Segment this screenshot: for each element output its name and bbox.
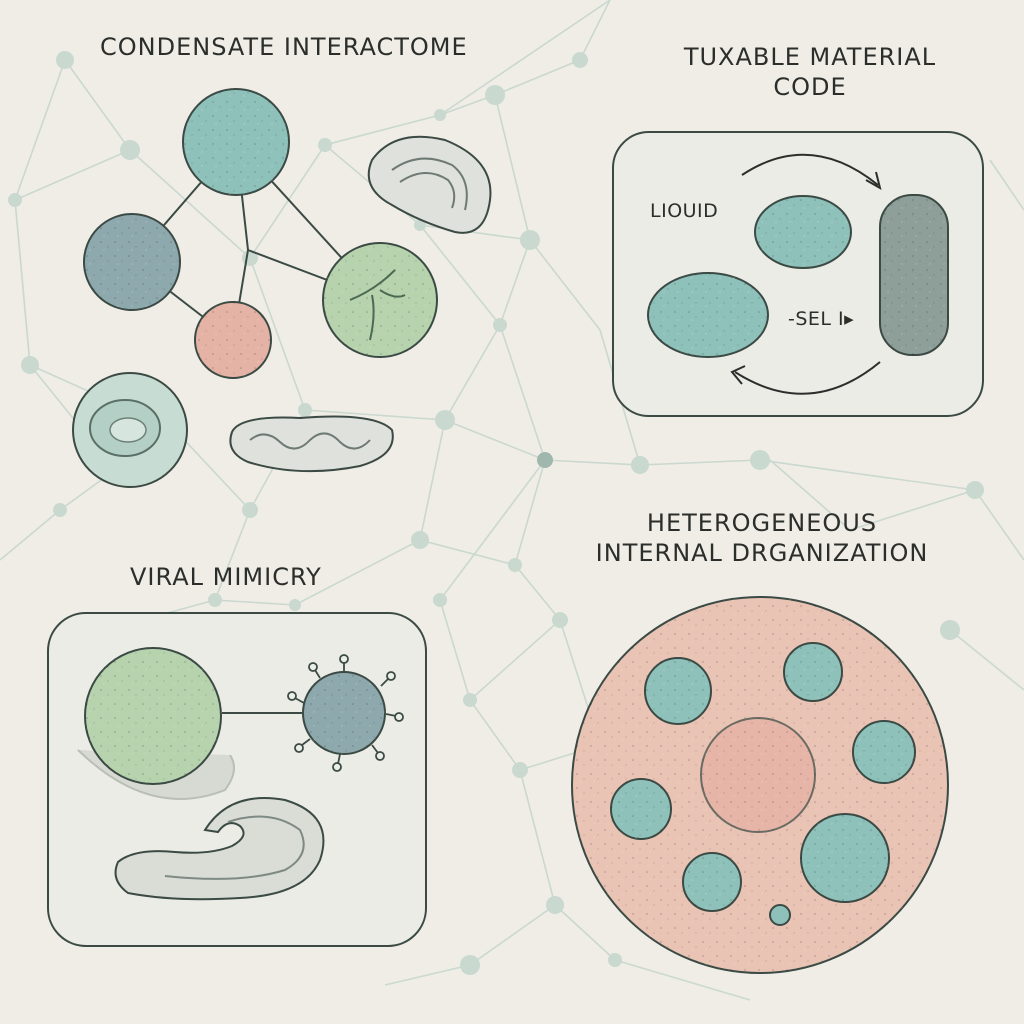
heterogeneous-organization-title: HETEROGENEOUS INTERNAL DRGANIZATION xyxy=(572,508,952,568)
green-condensate-droplet xyxy=(84,647,222,785)
heterogeneous-title-line1: HETEROGENEOUS xyxy=(646,509,878,537)
blue-gray-condensate-droplet xyxy=(83,213,181,311)
tunable-material-title-line2: CODE xyxy=(773,73,847,101)
er-membrane-organelle xyxy=(114,797,325,901)
tunable-material-panel xyxy=(612,131,984,417)
curved-arrow-left-icon xyxy=(730,361,881,395)
liquid-label: LIOUID xyxy=(650,200,719,222)
network-nodes xyxy=(8,51,984,975)
tunable-material-title: TUXABLE MATERIAL CODE xyxy=(660,42,960,102)
viral-mimicry-title: VIRAL MIMICRY xyxy=(130,563,322,591)
liquid-droplet-large xyxy=(647,272,769,358)
heterogeneous-condensate xyxy=(571,596,949,974)
tunable-material-title-line1: TUXABLE MATERIAL xyxy=(683,43,937,71)
heterogeneous-title-line2: INTERNAL DRGANIZATION xyxy=(595,539,929,567)
teal-condensate-droplet xyxy=(182,88,290,196)
curved-arrow-right-icon xyxy=(741,153,882,191)
golgi-organelle xyxy=(367,135,492,234)
green-condensate-droplet xyxy=(322,242,438,358)
virus-icon xyxy=(287,654,404,772)
nucleus-organelle xyxy=(72,372,188,488)
pink-core-droplet xyxy=(700,717,816,833)
condensate-interactome-title: CONDENSATE INTERACTOME xyxy=(100,33,468,61)
gel-capsule xyxy=(879,194,949,356)
viral-mimicry-panel xyxy=(47,612,427,947)
gel-label: -SEL I▸ xyxy=(788,308,855,330)
teal-subdroplet xyxy=(769,904,791,926)
pink-condensate-droplet xyxy=(194,301,272,379)
background-network xyxy=(0,0,1024,1001)
liquid-droplet-small xyxy=(754,195,852,269)
mitochondrion-organelle xyxy=(229,415,394,473)
condensate-interactome-cluster xyxy=(72,88,492,488)
